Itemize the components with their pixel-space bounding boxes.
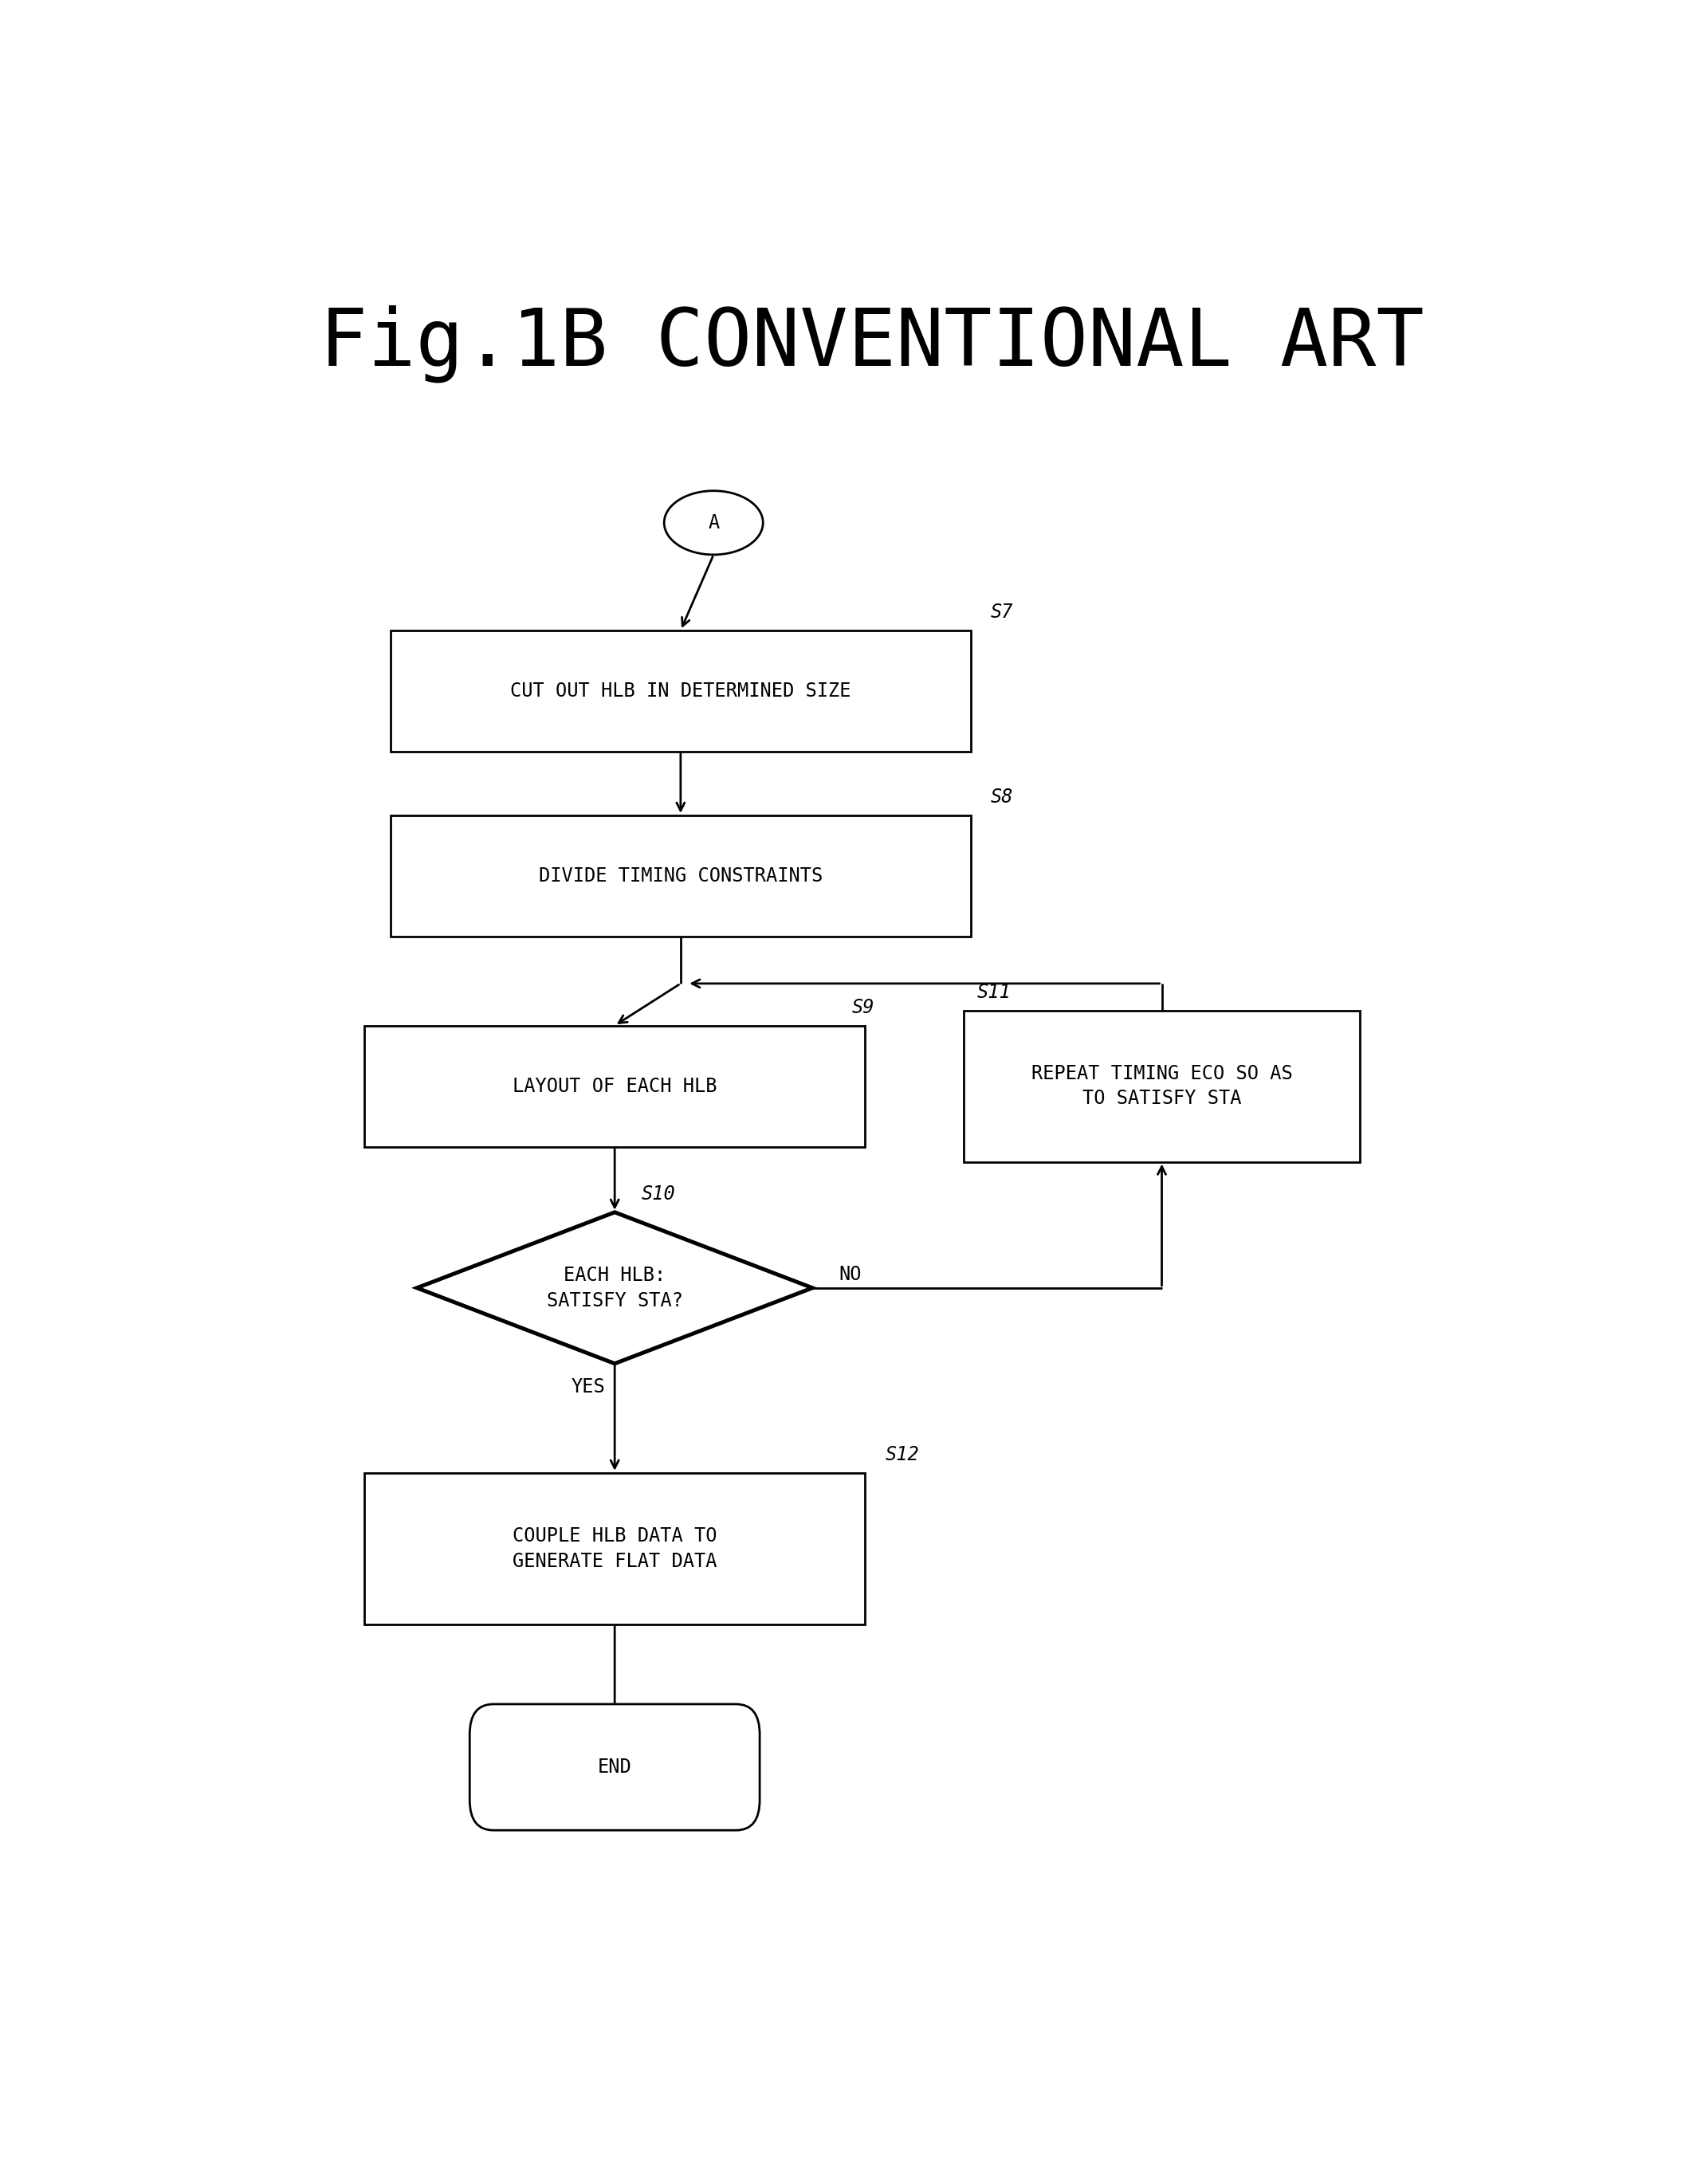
Text: S12: S12 <box>885 1446 919 1465</box>
Text: CUT OUT HLB IN DETERMINED SIZE: CUT OUT HLB IN DETERMINED SIZE <box>510 681 850 701</box>
Text: YES: YES <box>572 1378 606 1396</box>
Text: EACH HLB:
SATISFY STA?: EACH HLB: SATISFY STA? <box>546 1267 682 1310</box>
Text: LAYOUT OF EACH HLB: LAYOUT OF EACH HLB <box>512 1077 716 1096</box>
Text: A: A <box>708 513 720 533</box>
Text: REPEAT TIMING ECO SO AS
TO SATISFY STA: REPEAT TIMING ECO SO AS TO SATISFY STA <box>1031 1064 1293 1107</box>
Text: S10: S10 <box>641 1184 675 1203</box>
Text: DIVIDE TIMING CONSTRAINTS: DIVIDE TIMING CONSTRAINTS <box>539 867 823 885</box>
Ellipse shape <box>663 491 764 555</box>
Bar <box>391 815 971 937</box>
Text: S7: S7 <box>990 603 1014 622</box>
Text: Fig.1B CONVENTIONAL ART: Fig.1B CONVENTIONAL ART <box>320 304 1424 382</box>
Text: NO: NO <box>839 1265 861 1284</box>
Text: S9: S9 <box>852 998 874 1018</box>
Text: S11: S11 <box>978 983 1012 1002</box>
Bar <box>964 1011 1359 1162</box>
Text: S8: S8 <box>990 788 1014 806</box>
Polygon shape <box>417 1212 813 1363</box>
Text: END: END <box>597 1758 631 1778</box>
Bar <box>364 1472 866 1625</box>
Bar <box>364 1026 866 1147</box>
FancyBboxPatch shape <box>469 1704 760 1830</box>
Text: COUPLE HLB DATA TO
GENERATE FLAT DATA: COUPLE HLB DATA TO GENERATE FLAT DATA <box>512 1527 716 1570</box>
Bar <box>391 631 971 751</box>
